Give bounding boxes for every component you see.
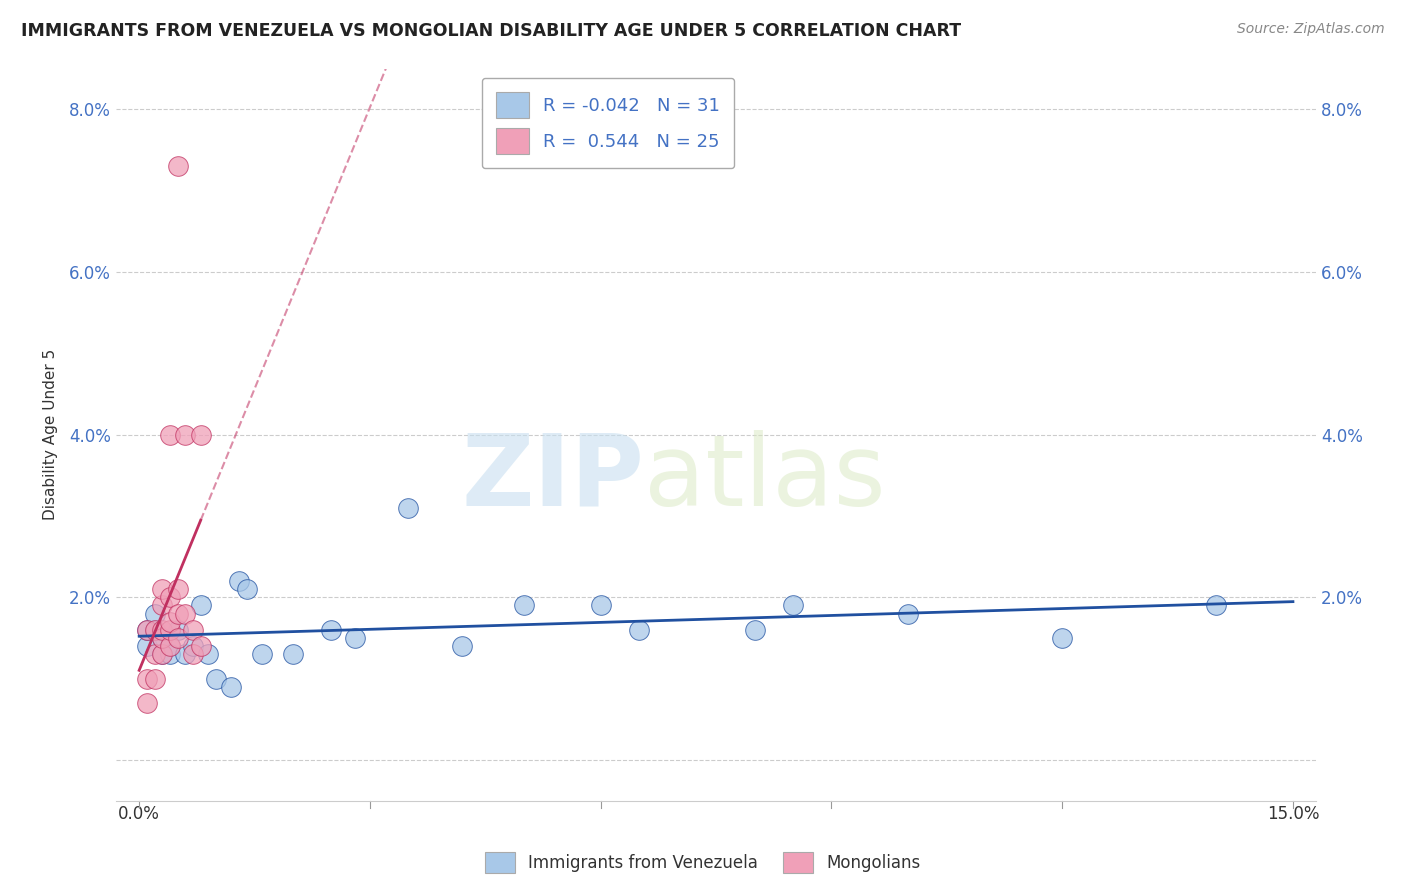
Point: [150, 647, 173, 661]
Point: [236, 582, 259, 596]
Point: [181, 647, 204, 661]
Point: [159, 615, 181, 629]
Point: [174, 607, 197, 621]
Point: [181, 623, 204, 637]
Point: [143, 623, 166, 637]
Point: [150, 647, 173, 661]
Point: [228, 574, 250, 588]
Point: [159, 639, 181, 653]
Point: [281, 647, 304, 661]
Point: [174, 427, 197, 442]
Point: [782, 599, 804, 613]
Point: [166, 631, 188, 645]
Text: IMMIGRANTS FROM VENEZUELA VS MONGOLIAN DISABILITY AGE UNDER 5 CORRELATION CHART: IMMIGRANTS FROM VENEZUELA VS MONGOLIAN D…: [21, 22, 962, 40]
Point: [150, 623, 173, 637]
Point: [143, 672, 166, 686]
Point: [135, 623, 157, 637]
Point: [1050, 631, 1073, 645]
Point: [166, 607, 188, 621]
Point: [174, 647, 197, 661]
Point: [150, 631, 173, 645]
Point: [159, 639, 181, 653]
Point: [143, 607, 166, 621]
Point: [221, 680, 243, 694]
Point: [166, 623, 188, 637]
Text: ZIP: ZIP: [461, 430, 644, 527]
Point: [396, 500, 419, 515]
Point: [205, 672, 228, 686]
Point: [166, 582, 188, 596]
Point: [343, 631, 366, 645]
Point: [143, 623, 166, 637]
Point: [150, 599, 173, 613]
Point: [166, 159, 188, 173]
Point: [159, 427, 181, 442]
Point: [143, 647, 166, 661]
Point: [451, 639, 474, 653]
Point: [589, 599, 612, 613]
Point: [159, 623, 181, 637]
Point: [197, 647, 219, 661]
Point: [159, 591, 181, 605]
Point: [135, 672, 157, 686]
Point: [135, 696, 157, 710]
Point: [181, 639, 204, 653]
Point: [628, 623, 651, 637]
Point: [190, 599, 212, 613]
Legend: R = -0.042   N = 31, R =  0.544   N = 25: R = -0.042 N = 31, R = 0.544 N = 25: [482, 78, 734, 169]
Point: [150, 631, 173, 645]
Point: [897, 607, 920, 621]
Point: [190, 639, 212, 653]
Point: [321, 623, 343, 637]
Text: Source: ZipAtlas.com: Source: ZipAtlas.com: [1237, 22, 1385, 37]
Point: [159, 647, 181, 661]
Point: [744, 623, 766, 637]
Point: [190, 427, 212, 442]
Y-axis label: Disability Age Under 5: Disability Age Under 5: [44, 349, 58, 520]
Point: [252, 647, 274, 661]
Text: atlas: atlas: [644, 430, 886, 527]
Point: [1205, 599, 1227, 613]
Point: [135, 639, 157, 653]
Point: [513, 599, 536, 613]
Point: [135, 623, 157, 637]
Point: [150, 582, 173, 596]
Legend: Immigrants from Venezuela, Mongolians: Immigrants from Venezuela, Mongolians: [478, 846, 928, 880]
